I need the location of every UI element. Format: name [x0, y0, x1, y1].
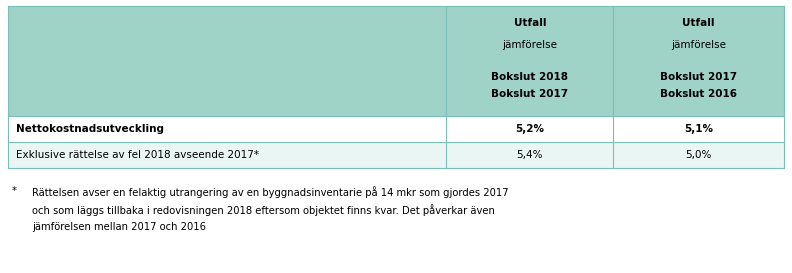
Text: 5,0%: 5,0%	[685, 150, 712, 160]
Text: 5,4%: 5,4%	[516, 150, 543, 160]
Text: Bokslut 2016: Bokslut 2016	[661, 89, 737, 99]
Bar	[8, 6, 784, 116]
Text: 5,2%: 5,2%	[516, 124, 544, 134]
Bar	[8, 142, 784, 168]
Text: jämförelse: jämförelse	[671, 40, 726, 50]
Text: Nettokostnadsutveckling: Nettokostnadsutveckling	[16, 124, 164, 134]
Text: Rättelsen avser en felaktig utrangering av en byggnadsinventarie på 14 mkr som g: Rättelsen avser en felaktig utrangering …	[32, 186, 508, 198]
Text: Utfall: Utfall	[513, 18, 546, 28]
Text: Bokslut 2017: Bokslut 2017	[660, 72, 737, 82]
Text: Bokslut 2017: Bokslut 2017	[491, 89, 569, 99]
Text: *: *	[12, 186, 17, 196]
Bar	[8, 116, 784, 142]
Text: Utfall: Utfall	[683, 18, 715, 28]
Text: Bokslut 2018: Bokslut 2018	[491, 72, 569, 82]
Text: Exklusive rättelse av fel 2018 avseende 2017*: Exklusive rättelse av fel 2018 avseende …	[16, 150, 259, 160]
Text: 5,1%: 5,1%	[684, 124, 713, 134]
Text: jämförelse: jämförelse	[502, 40, 558, 50]
Text: jämförelsen mellan 2017 och 2016: jämförelsen mellan 2017 och 2016	[32, 222, 206, 232]
Text: och som läggs tillbaka i redovisningen 2018 eftersom objektet finns kvar. Det på: och som läggs tillbaka i redovisningen 2…	[32, 204, 495, 216]
